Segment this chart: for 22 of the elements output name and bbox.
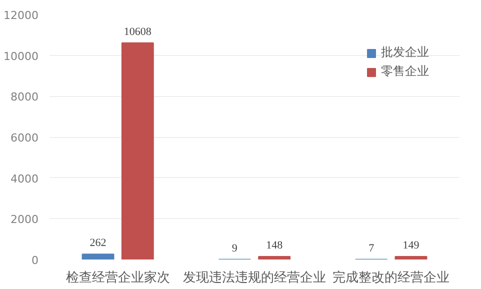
x-tick-label: 检查经营企业家次 bbox=[66, 270, 170, 286]
x-tick-label: 完成整改的经营企业 bbox=[332, 270, 450, 286]
y-tick-label: 8000 bbox=[10, 90, 39, 104]
data-label: 148 bbox=[266, 239, 284, 252]
y-tick-label: 4000 bbox=[10, 172, 39, 186]
y-tick-label: 12000 bbox=[4, 9, 39, 22]
legend-label: 批发企业 bbox=[381, 44, 429, 61]
x-tick-label: 发现违法违规的经营企业 bbox=[183, 270, 326, 286]
bar bbox=[82, 254, 114, 260]
bar bbox=[394, 256, 428, 260]
data-label: 262 bbox=[90, 237, 106, 250]
y-tick-label: 10000 bbox=[4, 50, 39, 63]
legend-label: 零售企业 bbox=[381, 63, 429, 80]
data-label: 9 bbox=[232, 242, 238, 254]
y-tick-label: 2000 bbox=[10, 213, 39, 226]
data-label: 7 bbox=[368, 242, 375, 254]
data-label: 10608 bbox=[124, 26, 152, 38]
y-tick-label: 0 bbox=[32, 254, 38, 267]
bar bbox=[121, 42, 154, 260]
y-tick-label: 6000 bbox=[10, 132, 39, 144]
bar bbox=[258, 256, 291, 260]
data-label: 149 bbox=[402, 239, 420, 252]
